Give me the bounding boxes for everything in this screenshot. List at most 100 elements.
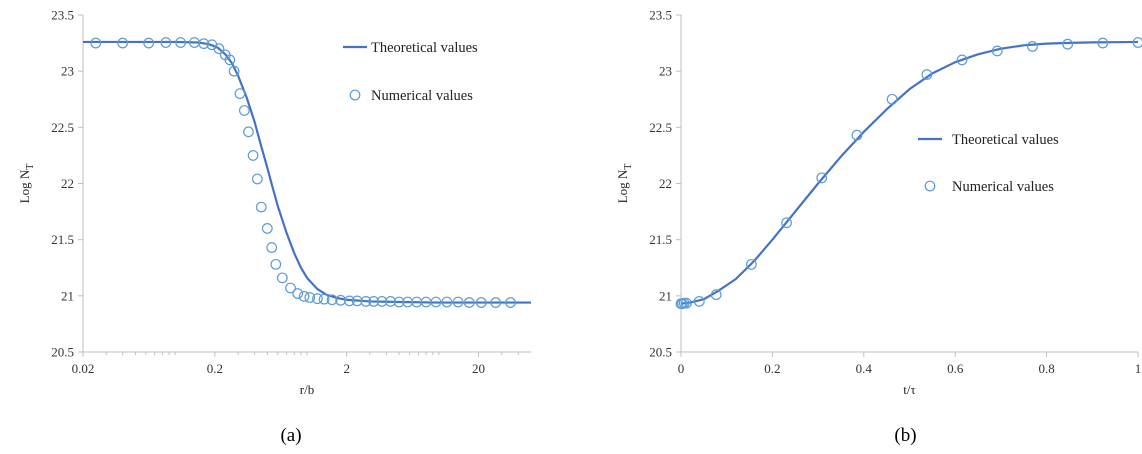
data-point-numerical xyxy=(463,297,475,308)
data-point-numerical xyxy=(430,296,442,308)
data-point-numerical xyxy=(452,296,464,308)
data-point-numerical xyxy=(745,258,757,270)
y-tick-label: 23 xyxy=(61,64,74,79)
y-axis-label: Log NT xyxy=(615,164,634,204)
legend-marker-swatch xyxy=(349,89,361,101)
legend-label-theoretical: Theoretical values xyxy=(371,40,478,56)
data-point-numerical xyxy=(710,289,722,301)
data-point-numerical xyxy=(1062,38,1074,50)
x-tick-label: 0.4 xyxy=(856,361,873,376)
data-point-numerical xyxy=(335,294,347,306)
data-point-numerical xyxy=(351,295,363,307)
y-tick-label: 23.5 xyxy=(51,8,74,23)
data-point-numerical xyxy=(851,129,863,141)
y-tick-label: 20.5 xyxy=(649,345,672,360)
data-point-numerical xyxy=(261,223,273,234)
x-tick-label: 0.6 xyxy=(947,361,964,376)
y-tick-label: 23 xyxy=(659,64,672,79)
x-axis-label: r/b xyxy=(300,382,314,397)
data-point-numerical xyxy=(1097,37,1109,49)
data-point-numerical xyxy=(160,37,172,48)
data-point-numerical xyxy=(505,297,516,308)
data-point-numerical xyxy=(224,54,236,66)
data-point-numerical xyxy=(304,292,316,303)
data-point-numerical xyxy=(475,297,487,308)
data-point-numerical xyxy=(816,172,828,184)
x-tick-label: 0.2 xyxy=(207,361,223,376)
y-tick-label: 22.5 xyxy=(51,120,74,135)
data-point-numerical xyxy=(298,290,310,302)
data-point-numerical xyxy=(376,296,388,307)
legend-label-numerical: Numerical values xyxy=(952,179,1054,195)
y-tick-label: 20.5 xyxy=(51,345,74,360)
y-tick-label: 21.5 xyxy=(649,232,672,247)
y-tick-label: 22 xyxy=(659,176,672,191)
data-point-numerical xyxy=(266,242,278,253)
data-point-numerical xyxy=(243,126,254,138)
data-point-numerical xyxy=(991,45,1003,57)
data-point-numerical xyxy=(255,201,267,213)
y-tick-label: 22 xyxy=(61,176,74,191)
data-point-numerical xyxy=(270,258,282,270)
legend: Theoretical values Numerical values xyxy=(918,132,1059,195)
data-point-numerical xyxy=(228,65,240,77)
data-point-numerical xyxy=(251,173,263,185)
y-tick-label: 23.5 xyxy=(649,8,672,23)
legend: Theoretical values Numerical values xyxy=(343,40,478,104)
data-point-numerical xyxy=(90,37,102,49)
y-axis-label-subscript: T xyxy=(25,164,36,170)
series-line-theoretical xyxy=(83,40,531,304)
y-axis-label-main: Log N xyxy=(17,169,32,203)
x-tick-label: 2 xyxy=(343,361,350,376)
panel-caption: (a) xyxy=(280,425,301,446)
data-point-numerical xyxy=(1027,41,1038,52)
y-tick-label: 21.5 xyxy=(51,232,74,247)
y-axis-label: Log NT xyxy=(17,164,36,204)
chart-panel-a: 20.5 21 21.5 22 22.5 23 23.5 0.02 0.2 2 20 r/b Log N… xyxy=(17,8,531,446)
data-point-numerical xyxy=(956,54,968,66)
x-tick-label: 0 xyxy=(678,361,685,376)
data-point-numerical xyxy=(326,294,338,306)
x-tick-label: 0.8 xyxy=(1038,361,1054,376)
y-tick-label: 21 xyxy=(659,288,672,303)
data-point-numerical xyxy=(385,296,396,307)
x-axis-label: t/τ xyxy=(903,382,915,397)
legend-label-numerical: Numerical values xyxy=(371,88,473,104)
data-point-numerical xyxy=(393,296,405,308)
data-point-numerical xyxy=(781,217,792,229)
chart-panel-b: 20.5 21 21.5 22 22.5 23 23.5 0 0.2 0.4 0.6 0.8 1 t/τ L… xyxy=(615,8,1142,446)
y-axis-label-subscript: T xyxy=(623,164,634,170)
data-point-numerical xyxy=(1132,37,1142,48)
legend-marker-swatch xyxy=(924,180,936,192)
y-axis-label-main: Log N xyxy=(615,169,630,203)
legend-label-theoretical: Theoretical values xyxy=(952,132,1059,148)
data-point-numerical xyxy=(681,297,692,309)
data-point-numerical xyxy=(368,296,380,307)
data-point-numerical xyxy=(490,297,502,308)
data-point-numerical xyxy=(143,37,155,49)
x-tick-label: 20 xyxy=(472,361,485,376)
y-tick-label: 21 xyxy=(61,288,74,303)
data-point-numerical xyxy=(247,150,259,161)
data-point-numerical xyxy=(886,93,898,105)
y-tick-label: 22.5 xyxy=(649,120,672,135)
x-tick-label: 1 xyxy=(1135,361,1142,376)
data-point-numerical xyxy=(175,37,187,48)
data-point-numerical xyxy=(292,288,304,299)
data-point-numerical xyxy=(318,293,330,305)
series-line-theoretical xyxy=(680,40,1139,305)
x-tick-label: 0.2 xyxy=(764,361,780,376)
data-point-numerical xyxy=(276,272,288,284)
data-point-numerical xyxy=(234,88,246,100)
data-point-numerical xyxy=(238,105,250,116)
data-point-numerical xyxy=(921,69,933,80)
data-point-numerical xyxy=(198,38,210,50)
data-point-numerical xyxy=(312,293,323,305)
data-point-numerical xyxy=(117,37,129,49)
data-point-numerical xyxy=(441,296,453,308)
x-tick-label: 0.02 xyxy=(72,361,95,376)
data-point-numerical xyxy=(213,43,225,55)
panel-caption: (b) xyxy=(894,425,916,446)
data-point-numerical xyxy=(285,282,296,294)
